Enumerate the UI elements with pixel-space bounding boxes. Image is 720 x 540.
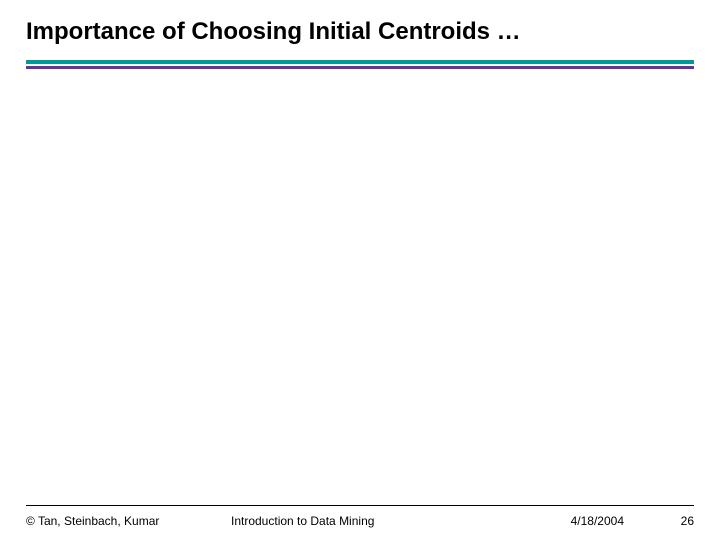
footer-date: 4/18/2004 <box>571 514 624 528</box>
footer-page: 26 <box>681 514 694 528</box>
divider-purple <box>26 66 694 69</box>
slide: Importance of Choosing Initial Centroids… <box>0 0 720 540</box>
footer-course: Introduction to Data Mining <box>231 514 374 528</box>
slide-title: Importance of Choosing Initial Centroids… <box>26 18 521 46</box>
footer-rule <box>26 505 694 506</box>
divider-teal <box>26 60 694 64</box>
footer-authors: © Tan, Steinbach, Kumar <box>26 514 159 528</box>
